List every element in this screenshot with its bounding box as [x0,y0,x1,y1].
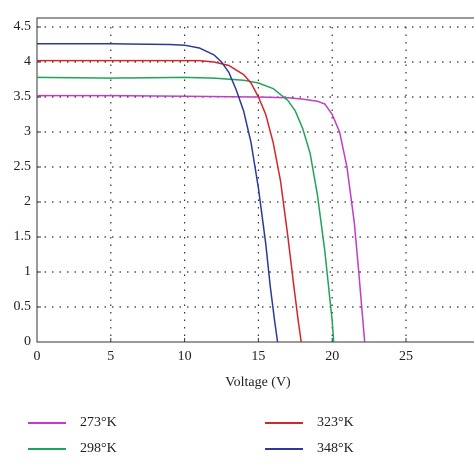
x-tick-label: 25 [399,349,413,364]
y-tick-label: 1.5 [14,229,32,244]
y-tick-label: 3 [24,124,31,139]
x-tick-label: 0 [34,349,41,364]
y-tick-label: 4 [24,54,31,69]
line-series [37,43,279,343]
x-tick-label: 10 [178,349,192,364]
legend-label: 273°K [80,415,117,430]
y-tick-label: 2 [24,194,31,209]
y-tick-label: 1 [24,264,31,279]
y-tick-label: 4.5 [14,19,32,34]
x-tick-label: 15 [251,349,265,364]
line-series [36,76,335,343]
x-tick-label: 5 [107,349,114,364]
y-tick-label: 2.5 [14,159,32,174]
x-axis-label: Voltage (V) [225,375,291,390]
line-series [37,94,366,343]
y-tick-label: 0 [24,334,31,349]
legend-label: 323°K [317,415,354,430]
line-series [37,59,302,343]
y-tick-label: 0.5 [14,299,32,314]
legend-label: 298°K [80,441,117,456]
plot-frame [36,17,474,343]
y-tick-label: 3.5 [14,89,32,104]
x-tick-label: 20 [325,349,339,364]
legend-label: 348°K [317,441,354,456]
